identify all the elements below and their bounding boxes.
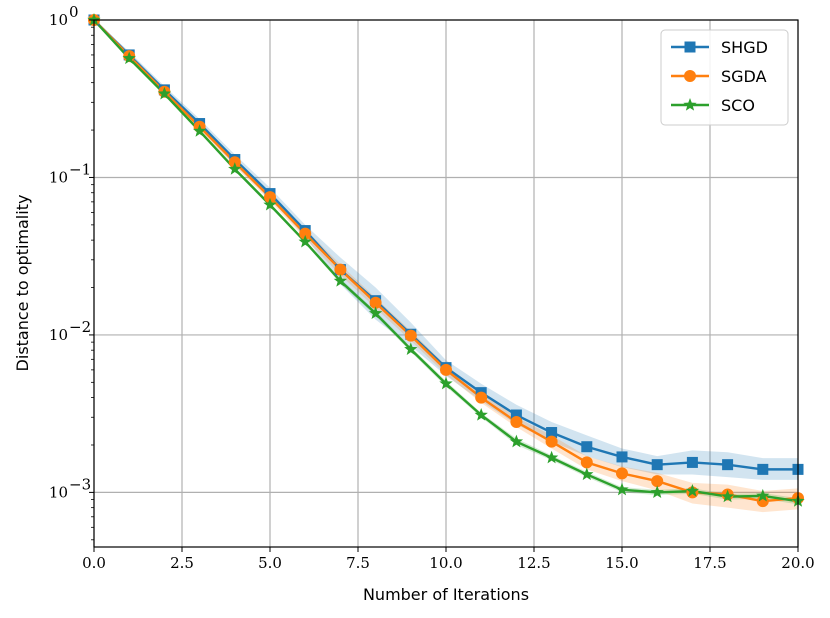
data-point-shgd: [651, 459, 663, 471]
data-point-sco: [192, 124, 207, 137]
y-tick-label: 10: [49, 483, 68, 501]
legend-marker-sco: [683, 98, 697, 111]
x-tick-label: 10.0: [429, 554, 462, 572]
series-markers: [87, 13, 805, 508]
data-point-sco: [685, 484, 700, 497]
y-tick-exponent: −2: [69, 318, 91, 336]
data-point-sco: [263, 197, 277, 211]
x-tick-label: 12.5: [517, 554, 550, 572]
y-tick-label: 10: [49, 168, 68, 186]
data-point-sgda: [580, 456, 593, 469]
data-point-sco: [368, 306, 383, 320]
data-point-sco: [333, 274, 348, 287]
legend-marker-shgd: [684, 41, 696, 53]
legend-label-sgda: SGDA: [721, 67, 767, 86]
data-point-sco: [650, 485, 664, 499]
data-point-sco: [720, 489, 735, 503]
data-point-sgda: [510, 415, 523, 428]
data-point-sco: [580, 467, 594, 481]
data-point-sco: [122, 51, 136, 65]
legend-marker-sgda: [684, 70, 696, 82]
data-point-sco: [228, 162, 242, 175]
legend: SHGD SGDA SCO: [660, 29, 789, 126]
x-tick-label: 7.5: [346, 554, 370, 572]
data-point-sgda: [651, 475, 664, 488]
data-point-shgd: [616, 451, 628, 463]
data-point-shgd: [546, 427, 558, 439]
y-tick-exponent: −1: [69, 160, 91, 178]
data-point-sco: [404, 342, 418, 355]
data-point-sco: [87, 13, 101, 26]
data-point-shgd: [722, 459, 734, 471]
y-tick-label: 10: [49, 326, 68, 344]
x-tick-label: 15.0: [605, 554, 638, 572]
legend-label-sco: SCO: [721, 96, 755, 115]
data-point-sco: [615, 482, 629, 496]
data-point-shgd: [757, 463, 769, 475]
x-tick-label: 20.0: [781, 554, 814, 572]
data-point-sgda: [404, 329, 417, 342]
data-point-sco: [298, 234, 312, 248]
data-point-shgd: [581, 441, 593, 453]
data-point-sco: [756, 488, 770, 502]
data-point-sco: [157, 86, 172, 100]
y-axis-label: Distance to optimality: [13, 195, 32, 372]
data-point-sco: [439, 376, 453, 390]
data-point-shgd: [686, 456, 698, 468]
data-point-sgda: [334, 263, 347, 276]
y-tick-exponent: 0: [69, 3, 79, 21]
data-point-sgda: [475, 391, 488, 404]
y-tick-label: 10: [49, 11, 68, 29]
x-tick-label: 2.5: [170, 554, 194, 572]
data-point-sgda: [440, 363, 452, 376]
data-point-sgda: [264, 191, 276, 204]
data-point-sgda: [545, 435, 558, 448]
x-tick-label: 17.5: [693, 554, 726, 572]
x-axis-ticks: 0.0 2.5 5.0 7.5 10.0 12.5 15.0 17.5 20.0: [82, 547, 815, 572]
y-tick-exponent: −3: [69, 475, 91, 493]
data-point-sgda: [616, 467, 628, 480]
x-axis-label: Number of Iterations: [363, 585, 529, 604]
data-point-sgda: [369, 296, 382, 309]
x-tick-label: 5.0: [258, 554, 282, 572]
legend-box: [660, 29, 789, 126]
legend-label-shgd: SHGD: [721, 38, 768, 57]
data-point-sco: [544, 450, 559, 464]
data-point-sco: [509, 434, 524, 448]
data-point-sco: [474, 408, 488, 421]
x-tick-label: 0.0: [82, 554, 106, 572]
data-point-shgd: [510, 409, 522, 421]
data-point-sgda: [299, 227, 312, 240]
